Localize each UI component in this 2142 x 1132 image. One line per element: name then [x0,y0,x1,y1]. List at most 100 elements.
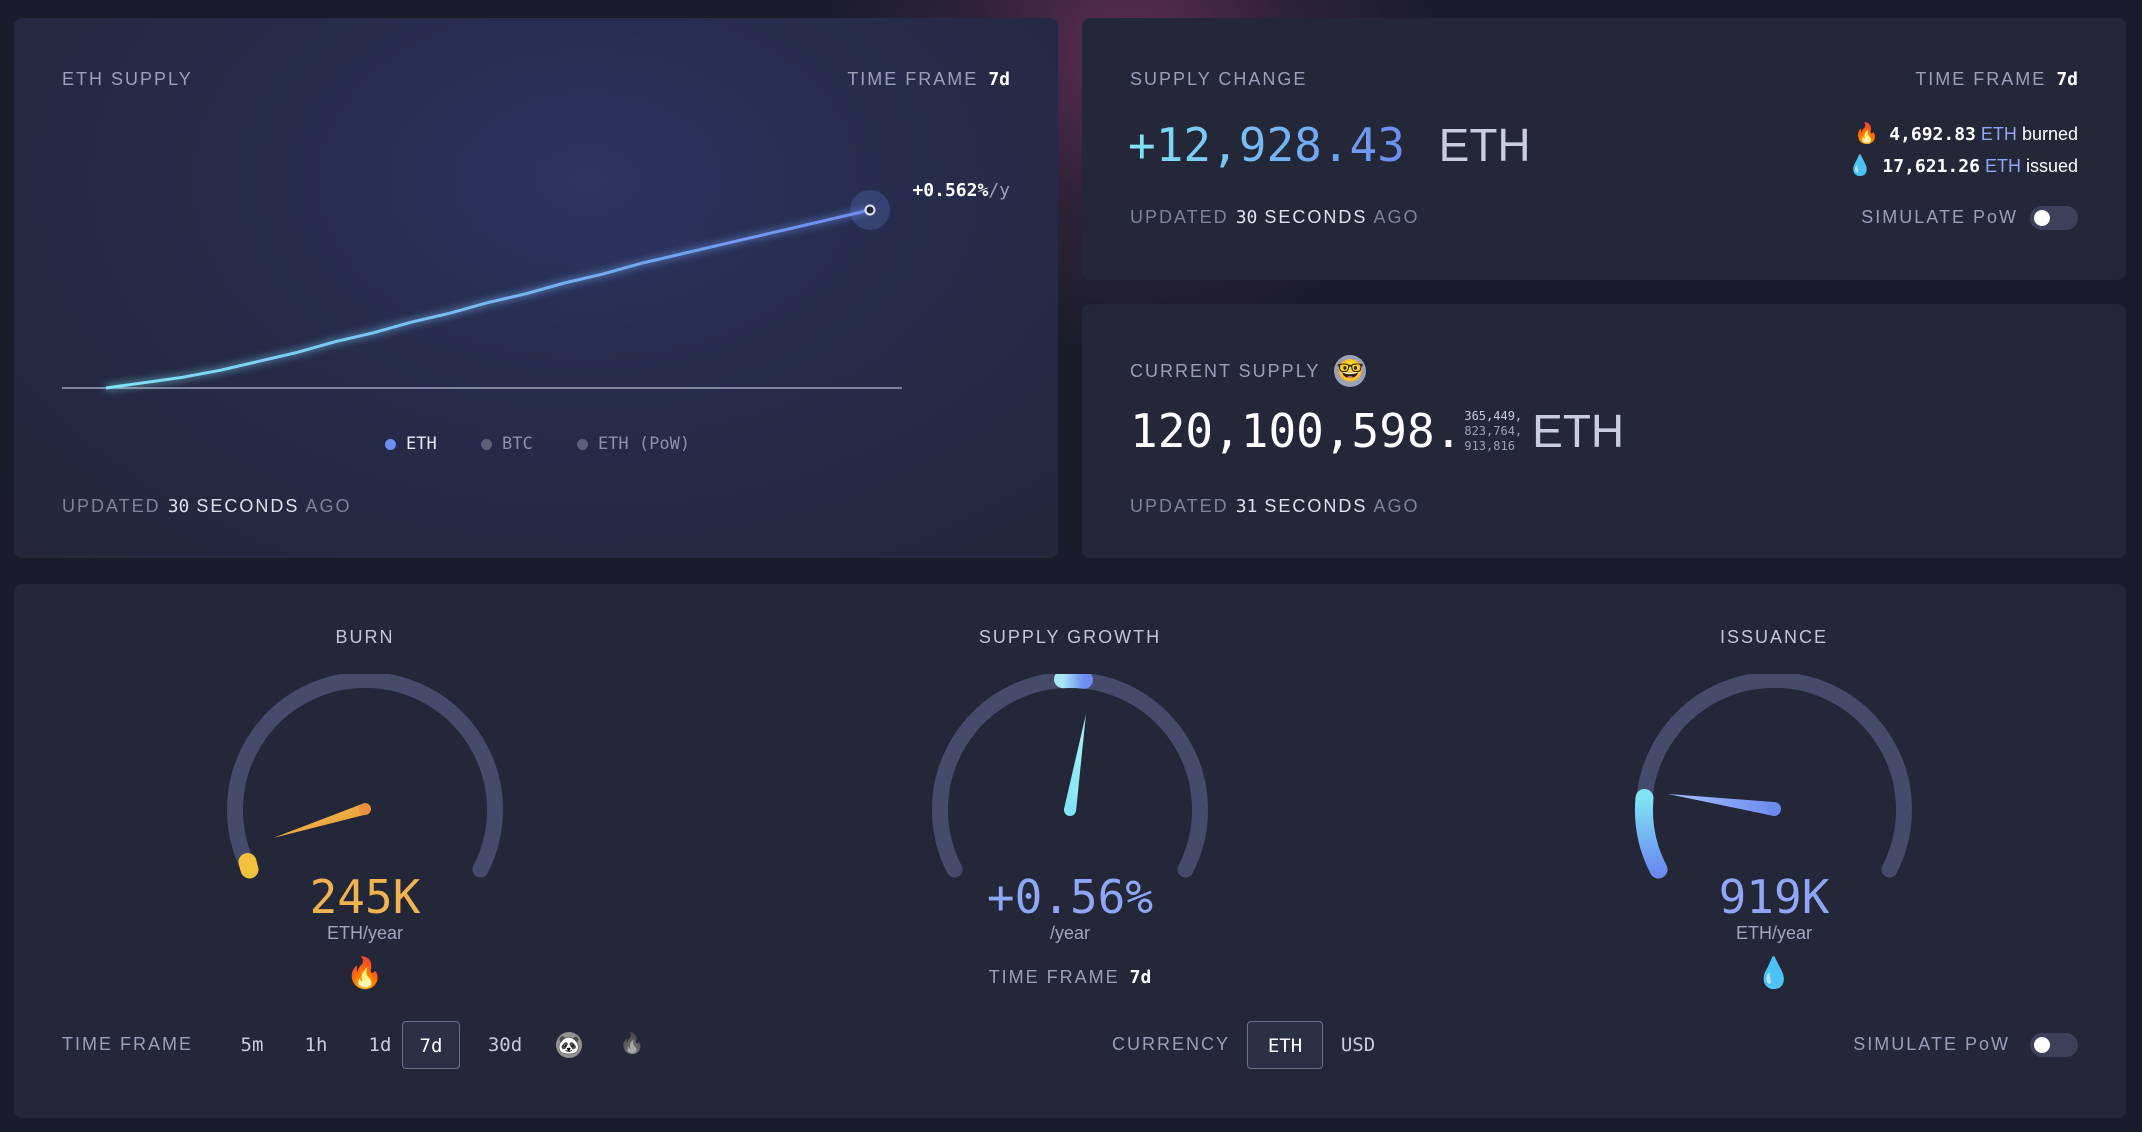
eth-supply-card: ETH SUPPLY TIME FRAME 7d +0.562%/y ETH BT… [14,18,1058,558]
legend-label-eth: ETH [406,434,437,454]
current-supply-main: 120,100,598. [1130,404,1463,458]
issuance-value: 919K [1718,870,1830,924]
burned-row: 🔥 4,692.83 ETH burned [1854,121,2078,146]
currency-eth-button[interactable]: ETH [1247,1021,1323,1069]
chart-rate-label: +0.562%/y [912,180,1010,201]
nerd-face-icon[interactable]: 🤓 [1334,355,1367,387]
simulate-pow-toggle[interactable] [2030,206,2078,230]
updated-prefix: UPDATED [1130,207,1229,227]
issuance-gauge-track [1636,674,1912,878]
legend-item-btc[interactable]: BTC [480,434,533,454]
gauges-card: BURN 245K ETH/year 🔥 SUPPLY GROWTH +0.56… [14,584,2126,1118]
currency-usd-button[interactable]: USD [1340,1034,1376,1056]
eth-supply-time-frame[interactable]: TIME FRAME 7d [847,69,1010,90]
time-frame-label: TIME FRAME [847,69,979,89]
time-frame-30d-button[interactable]: 30d [487,1034,523,1056]
legend-dot-btc [480,438,492,450]
time-frame-5m-button[interactable]: 5m [240,1034,264,1056]
supply-growth-gauge [932,674,1208,878]
issuance-droplet-icon: 💧 [1755,957,1793,990]
time-frame-1h-button[interactable]: 1h [304,1034,328,1056]
issued-value: 17,621.26 [1882,156,1980,177]
current-supply-title: CURRENT SUPPLY [1130,360,1321,381]
updated-suffix: AGO [305,496,352,516]
supply-change-time-frame[interactable]: TIME FRAME 7d [1915,69,2078,90]
updated-number: 30 [1235,207,1258,228]
current-supply-value-row: 120,100,598. 365,449, 823,764, 913,816 E… [1130,404,1624,458]
issuance-unit: ETH/year [1735,923,1813,943]
supply-change-card: SUPPLY CHANGE TIME FRAME 7d +12,928.43 ET… [1082,18,2126,280]
since-merge-panda-icon[interactable]: 🐼 [556,1032,582,1058]
current-supply-precision: 365,449, 823,764, 913,816 [1464,409,1522,454]
supply-change-value-row: +12,928.43 ETH [1128,118,1531,172]
time-frame-value: 7d [988,69,1010,90]
updated-prefix: UPDATED [1130,496,1229,516]
burn-fire-icon: 🔥 [346,957,384,990]
simulate-pow-label: SIMULATE PoW [1861,207,2018,227]
rate-unit: /y [988,180,1010,201]
updated-number: 30 [167,496,190,517]
updated-prefix: UPDATED [62,496,161,516]
legend-label-eth-pow: ETH (PoW) [597,434,691,454]
burned-label: burned [2021,124,2078,144]
legend-dot-eth-pow [576,438,588,450]
issuance-title: ISSUANCE [1719,627,1829,647]
supply-growth-title: SUPPLY GROWTH [978,627,1162,647]
series-line-eth [105,208,871,390]
time-frame-label: TIME FRAME [988,967,1120,987]
burn-gauge-needle [273,804,368,838]
burn-gauge-fill [238,853,259,879]
supply-growth-unit: /year [1049,923,1091,943]
current-supply-card: CURRENT SUPPLY 🤓 120,100,598. 365,449, 8… [1082,304,2126,558]
controls-simulate-pow-label: SIMULATE PoW [1853,1034,2010,1054]
updated-suffix: AGO [1373,207,1420,227]
precision-line-3: 913,816 [1464,438,1515,453]
issuance-gauge-fill [1634,789,1668,879]
chart-endpoint-dot[interactable] [864,204,876,216]
eth-supply-updated: UPDATED 30 SECONDS AGO [62,496,351,517]
updated-number: 31 [1235,496,1258,517]
burned-unit: ETH [1980,124,2017,144]
current-supply-updated: UPDATED 31 SECONDS AGO [1130,496,1419,517]
time-frame-1d-button[interactable]: 1d [368,1034,392,1056]
burn-gauge-hub [359,803,371,815]
updated-unit: SECONDS [1264,207,1368,227]
updated-unit: SECONDS [196,496,300,516]
time-frame-7d-button[interactable]: 7d [402,1021,460,1069]
issued-row: 💧 17,621.26 ETH issued [1847,153,2078,178]
burn-title: BURN [335,627,395,647]
burned-value: 4,692.83 [1889,124,1976,145]
rate-value: +0.562% [912,180,989,201]
supply-change-unit: ETH [1438,119,1531,171]
updated-suffix: AGO [1373,496,1420,516]
supply-change-value: +12,928.43 [1128,118,1405,172]
legend-item-eth-pow[interactable]: ETH (PoW) [576,434,691,454]
time-frame-value: 7d [1129,967,1152,988]
issued-label: issued [2025,156,2078,176]
supply-change-title: SUPPLY CHANGE [1130,69,1308,89]
time-frame-label: TIME FRAME [1915,69,2047,89]
controls-time-frame-label: TIME FRAME [62,1034,193,1054]
issuance-gauge-needle [1668,794,1774,816]
supply-growth-gauge-hub [1064,804,1076,816]
legend-item-eth[interactable]: ETH [385,434,437,454]
precision-line-1: 365,449, [1464,408,1523,423]
legend-label-btc: BTC [501,434,533,454]
supply-change-updated: UPDATED 30 SECONDS AGO [1130,207,1419,228]
burn-gauge-track [227,674,503,878]
updated-unit: SECONDS [1264,496,1368,516]
issuance-gauge-hub [1767,802,1781,816]
chart-legend: ETH BTC ETH (PoW) [385,434,690,454]
since-burn-fire-icon[interactable]: 🔥 [619,1033,645,1055]
fire-icon: 🔥 [1854,123,1880,145]
controls-simulate-pow-toggle[interactable] [2030,1033,2078,1057]
current-supply-unit: ETH [1532,405,1625,457]
currency-label: CURRENCY [1112,1034,1231,1054]
issued-unit: ETH [1984,156,2021,176]
droplet-icon: 💧 [1847,155,1873,177]
supply-growth-value: +0.56% [986,870,1154,924]
burn-value: 245K [309,870,421,924]
supply-growth-time-frame[interactable]: TIME FRAME 7d [920,967,1220,988]
eth-supply-title: ETH SUPPLY [62,69,193,89]
supply-growth-gauge-track [932,674,1208,878]
